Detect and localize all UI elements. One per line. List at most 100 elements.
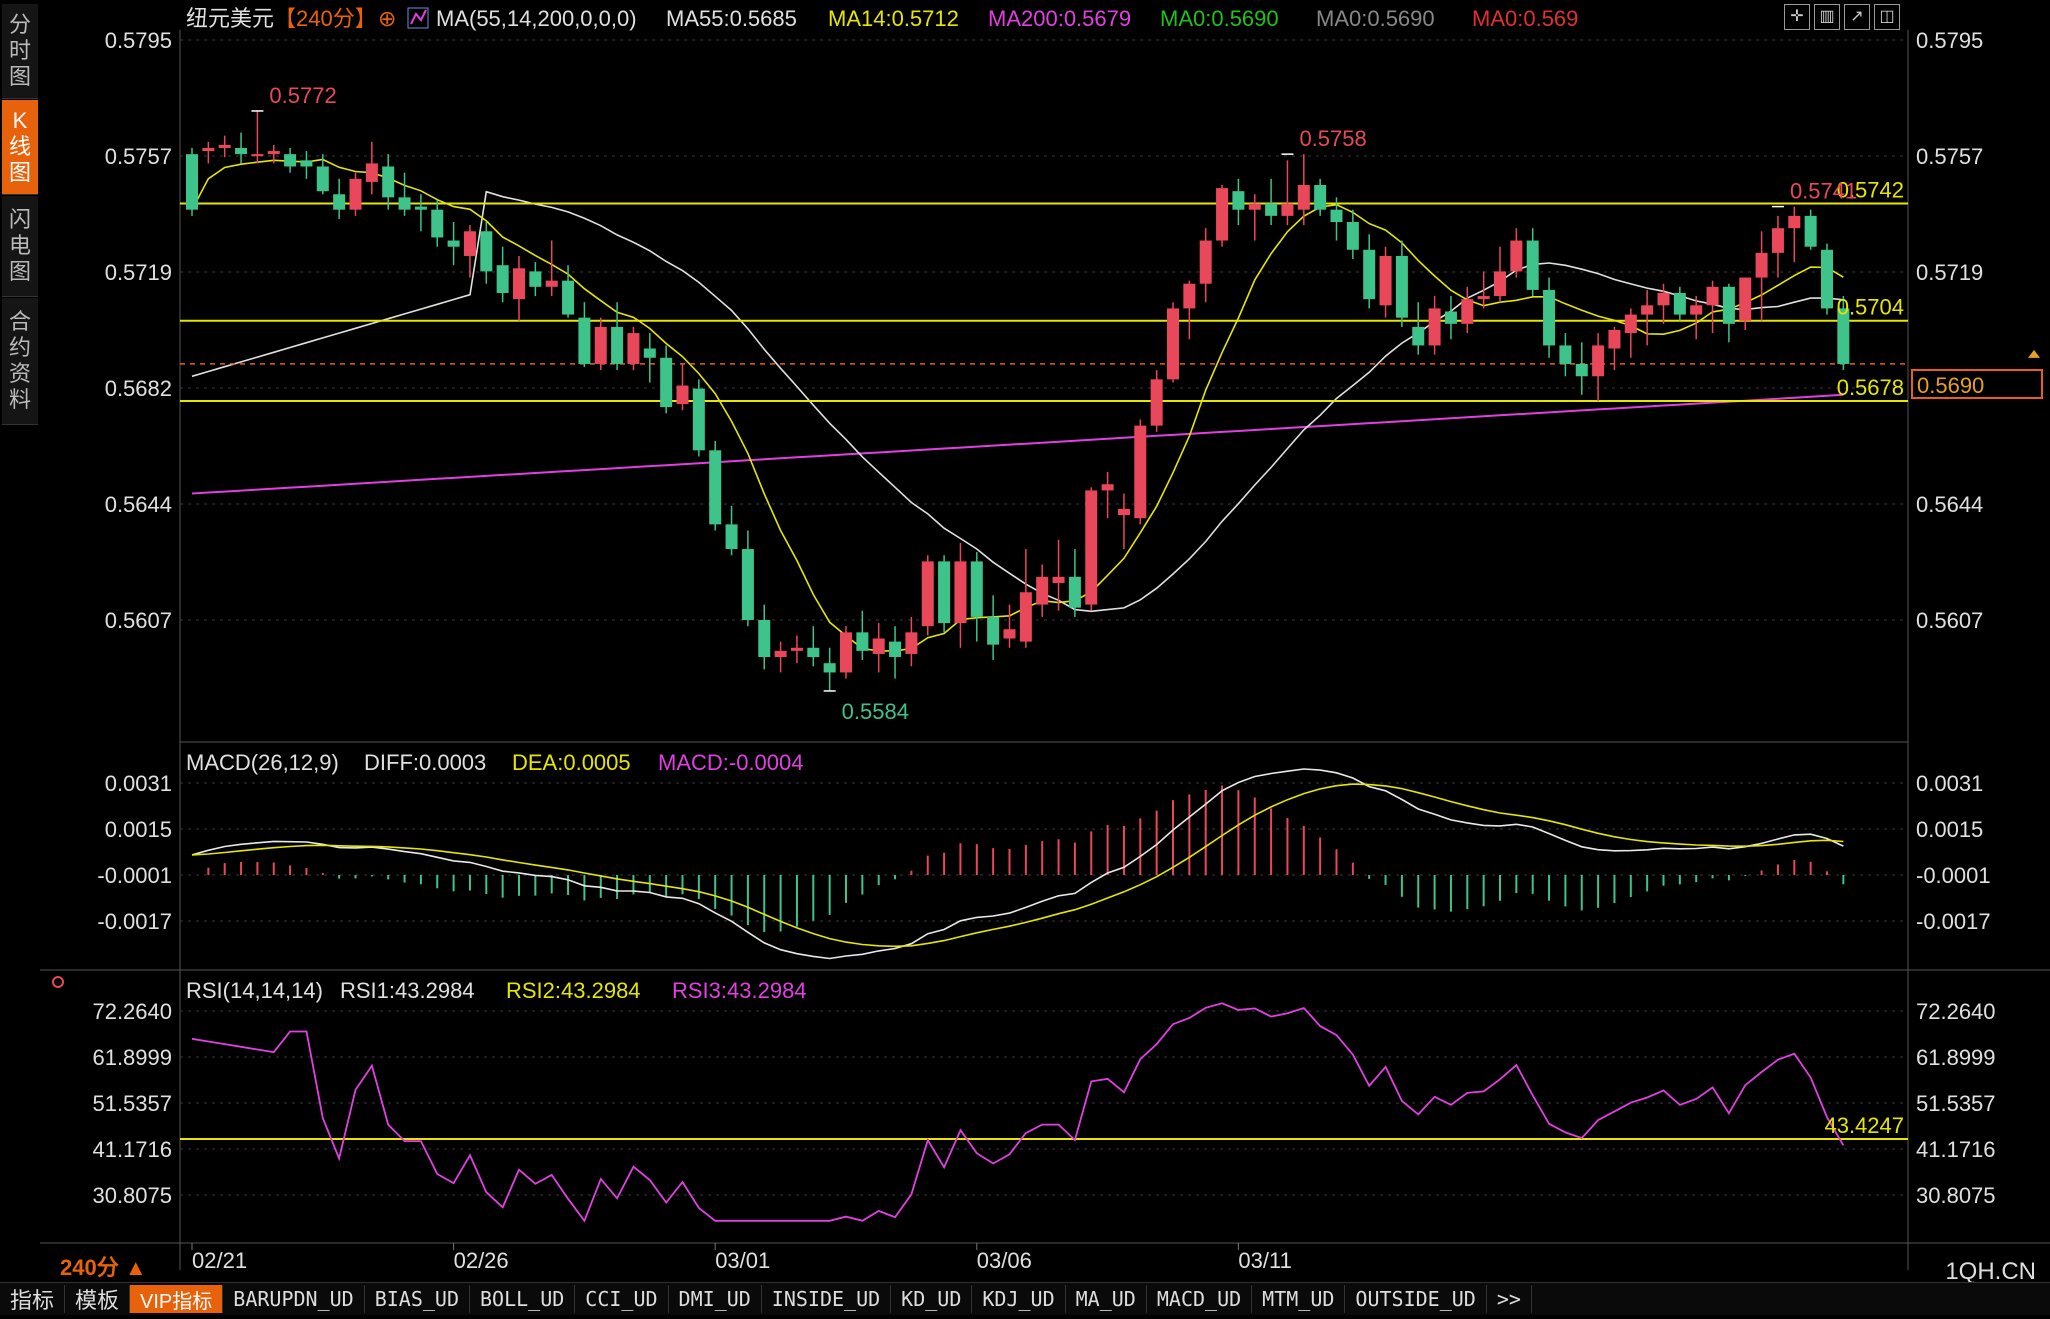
indicator-kdj[interactable]: KDJ_UD — [972, 1285, 1066, 1313]
crosshair-icon[interactable]: ✛ — [1784, 4, 1810, 30]
candle-body — [938, 561, 951, 624]
candle-body — [1199, 240, 1212, 284]
candle-body — [823, 663, 836, 673]
horizontal-level-label: 0.5704 — [1837, 295, 1904, 320]
indicator-inside[interactable]: INSIDE_UD — [762, 1285, 892, 1313]
ma-legend-item: MA200:0.5679 — [988, 6, 1131, 31]
candle-body — [202, 147, 215, 152]
indicator-boll[interactable]: BOLL_UD — [470, 1285, 576, 1313]
macd-tick-right: 0.0031 — [1916, 771, 1983, 796]
candle-body — [251, 154, 264, 157]
candle-body — [1216, 188, 1229, 241]
candle-body — [447, 240, 460, 247]
candle-body — [1395, 255, 1408, 318]
candle-body — [725, 524, 738, 550]
rsi-tick-right: 30.8075 — [1916, 1183, 1996, 1208]
date-label: 02/21 — [192, 1248, 247, 1273]
candle-body — [987, 616, 1000, 645]
candle-body — [1739, 277, 1752, 321]
candle-body — [1167, 308, 1179, 380]
extreme-price-label: 0.5584 — [842, 699, 909, 724]
rsi-line — [191, 1002, 1845, 1223]
candle-body — [1592, 345, 1605, 377]
indicator-tab[interactable]: 指标 — [0, 1285, 66, 1313]
candle-body — [1788, 215, 1801, 229]
candle-body — [1003, 629, 1016, 639]
candle-body — [758, 620, 771, 658]
rsi-rsi3-value: RSI3:43.2984 — [672, 978, 807, 1003]
indicator-macd[interactable]: MACD_UD — [1147, 1285, 1253, 1313]
period-selector[interactable]: 240分 ▲ — [60, 1255, 147, 1280]
date-label: 03/01 — [715, 1248, 770, 1273]
bar-chart-icon[interactable]: ▥ — [1814, 4, 1840, 30]
candle-body — [1641, 305, 1654, 315]
line-chart-icon[interactable]: ↗ — [1844, 4, 1870, 30]
candle-body — [1036, 576, 1049, 605]
date-label: 02/26 — [454, 1248, 509, 1273]
tab-time-share[interactable]: 分时图 — [2, 4, 38, 99]
candle-body — [954, 561, 967, 624]
indicator-mtm[interactable]: MTM_UD — [1252, 1285, 1346, 1313]
more-tabs-button[interactable]: >> — [1487, 1285, 1532, 1313]
tab-flash[interactable]: 闪电图 — [2, 196, 38, 297]
candle-body — [1494, 271, 1506, 297]
rsi-level-label: 43.4247 — [1824, 1113, 1904, 1138]
candle-body — [382, 166, 395, 198]
macd-title: MACD(26,12,9) — [186, 750, 339, 775]
rsi-tick-left: 41.1716 — [92, 1137, 172, 1162]
candle-body — [1330, 209, 1343, 223]
macd-tick-right: -0.0017 — [1916, 909, 1991, 934]
candle-body — [1755, 252, 1768, 278]
candle-body — [790, 647, 803, 651]
candle-body — [1085, 490, 1098, 605]
macd-diff-value: DIFF:0.0003 — [364, 750, 486, 775]
candle-body — [692, 388, 705, 451]
price-tick-left: 0.5757 — [105, 144, 172, 169]
price-tick-right: 0.5795 — [1916, 28, 1983, 53]
tab-kline[interactable]: K线图 — [2, 100, 38, 195]
ma14-line — [191, 158, 1844, 652]
indicator-ma[interactable]: MA_UD — [1066, 1285, 1147, 1313]
candle-body — [1281, 203, 1294, 216]
rsi-rsi1-value: RSI1:43.2984 — [340, 978, 475, 1003]
tab-contract-label: 合约资料 — [8, 309, 31, 412]
candle-body — [218, 144, 231, 148]
indicator-bias[interactable]: BIAS_UD — [365, 1285, 470, 1313]
layout-icon[interactable]: ◫ — [1874, 4, 1900, 30]
candle-body — [594, 326, 607, 364]
candle-body — [1428, 308, 1441, 346]
candle-body — [545, 280, 558, 287]
candle-body — [480, 231, 493, 272]
rsi-tick-right: 51.5357 — [1916, 1091, 1996, 1116]
indicator-cci[interactable]: CCI_UD — [575, 1285, 669, 1313]
rsi-tick-left: 61.8999 — [92, 1045, 172, 1070]
brand-watermark: 1QH.CN — [1945, 1258, 2036, 1285]
price-tick-right: 0.5644 — [1916, 492, 1983, 517]
ma200-line — [191, 393, 1844, 495]
candle-body — [1657, 292, 1670, 306]
candle-body — [1804, 215, 1817, 247]
indicator-dmi[interactable]: DMI_UD — [669, 1285, 762, 1313]
tab-contract[interactable]: 合约资料 — [2, 298, 38, 425]
indicator-outside[interactable]: OUTSIDE_UD — [1345, 1285, 1487, 1313]
candle-body — [1363, 249, 1376, 300]
candle-body — [1559, 345, 1572, 364]
price-tick-right: 0.5719 — [1916, 260, 1983, 285]
candle-body — [1134, 425, 1147, 519]
candle-body — [741, 549, 754, 620]
rsi-title: RSI(14,14,14) — [186, 978, 323, 1003]
indicator-barupdn[interactable]: BARUPDN_UD — [223, 1285, 365, 1313]
candle-body — [905, 632, 918, 654]
extreme-price-label: 0.5758 — [1299, 126, 1366, 151]
current-price-marker-icon — [2028, 349, 2040, 358]
template-tab[interactable]: 模板 — [65, 1285, 131, 1313]
macd-tick-left: 0.0031 — [105, 771, 172, 796]
candle-body — [1248, 203, 1261, 210]
macd-tick-left: -0.0001 — [97, 863, 172, 888]
vip-indicator-tab[interactable]: VIP指标 — [130, 1285, 224, 1313]
tab-flash-label: 闪电图 — [8, 207, 31, 284]
candle-body — [398, 197, 411, 210]
candle-body — [643, 348, 656, 358]
indicator-kd[interactable]: KD_UD — [891, 1285, 973, 1313]
